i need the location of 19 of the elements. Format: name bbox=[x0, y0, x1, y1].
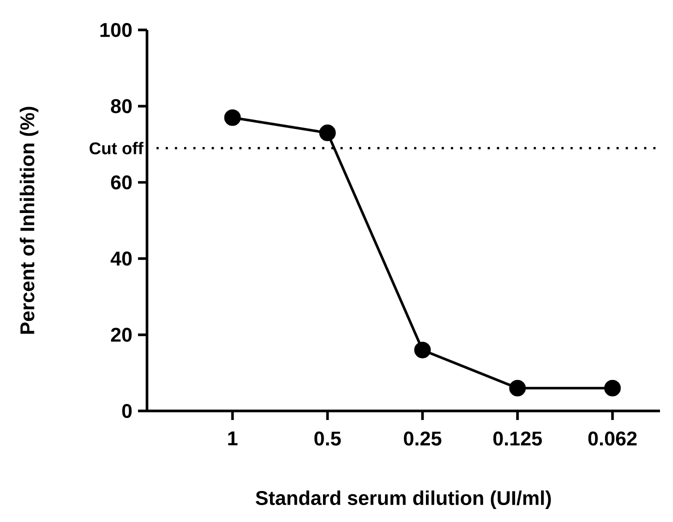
ref-line-label: Cut off bbox=[90, 142, 144, 154]
point bbox=[319, 124, 336, 142]
point bbox=[604, 380, 621, 396]
point bbox=[414, 342, 431, 358]
x-tick-label: 0.25 bbox=[404, 432, 442, 446]
y-tick-label: 20 bbox=[111, 328, 132, 342]
y-axis-title: Percent of Inhibition (%) bbox=[20, 106, 38, 334]
point bbox=[224, 109, 241, 126]
x-tick-label: 0.125 bbox=[493, 432, 542, 446]
x-axis-title: Standard serum dilution (UI/ml) bbox=[256, 490, 551, 510]
x-tick-label: 0.062 bbox=[588, 432, 637, 446]
x-tick-label: 1 bbox=[228, 432, 238, 446]
y-tick-label: 60 bbox=[111, 175, 132, 190]
y-tick-label: 0 bbox=[122, 404, 132, 418]
y-tick-label: 100 bbox=[100, 22, 132, 38]
x-tick-label: 0.5 bbox=[314, 432, 341, 446]
y-tick-label: 80 bbox=[110, 99, 132, 114]
y-tick-label: 40 bbox=[110, 252, 132, 266]
point bbox=[509, 380, 526, 396]
